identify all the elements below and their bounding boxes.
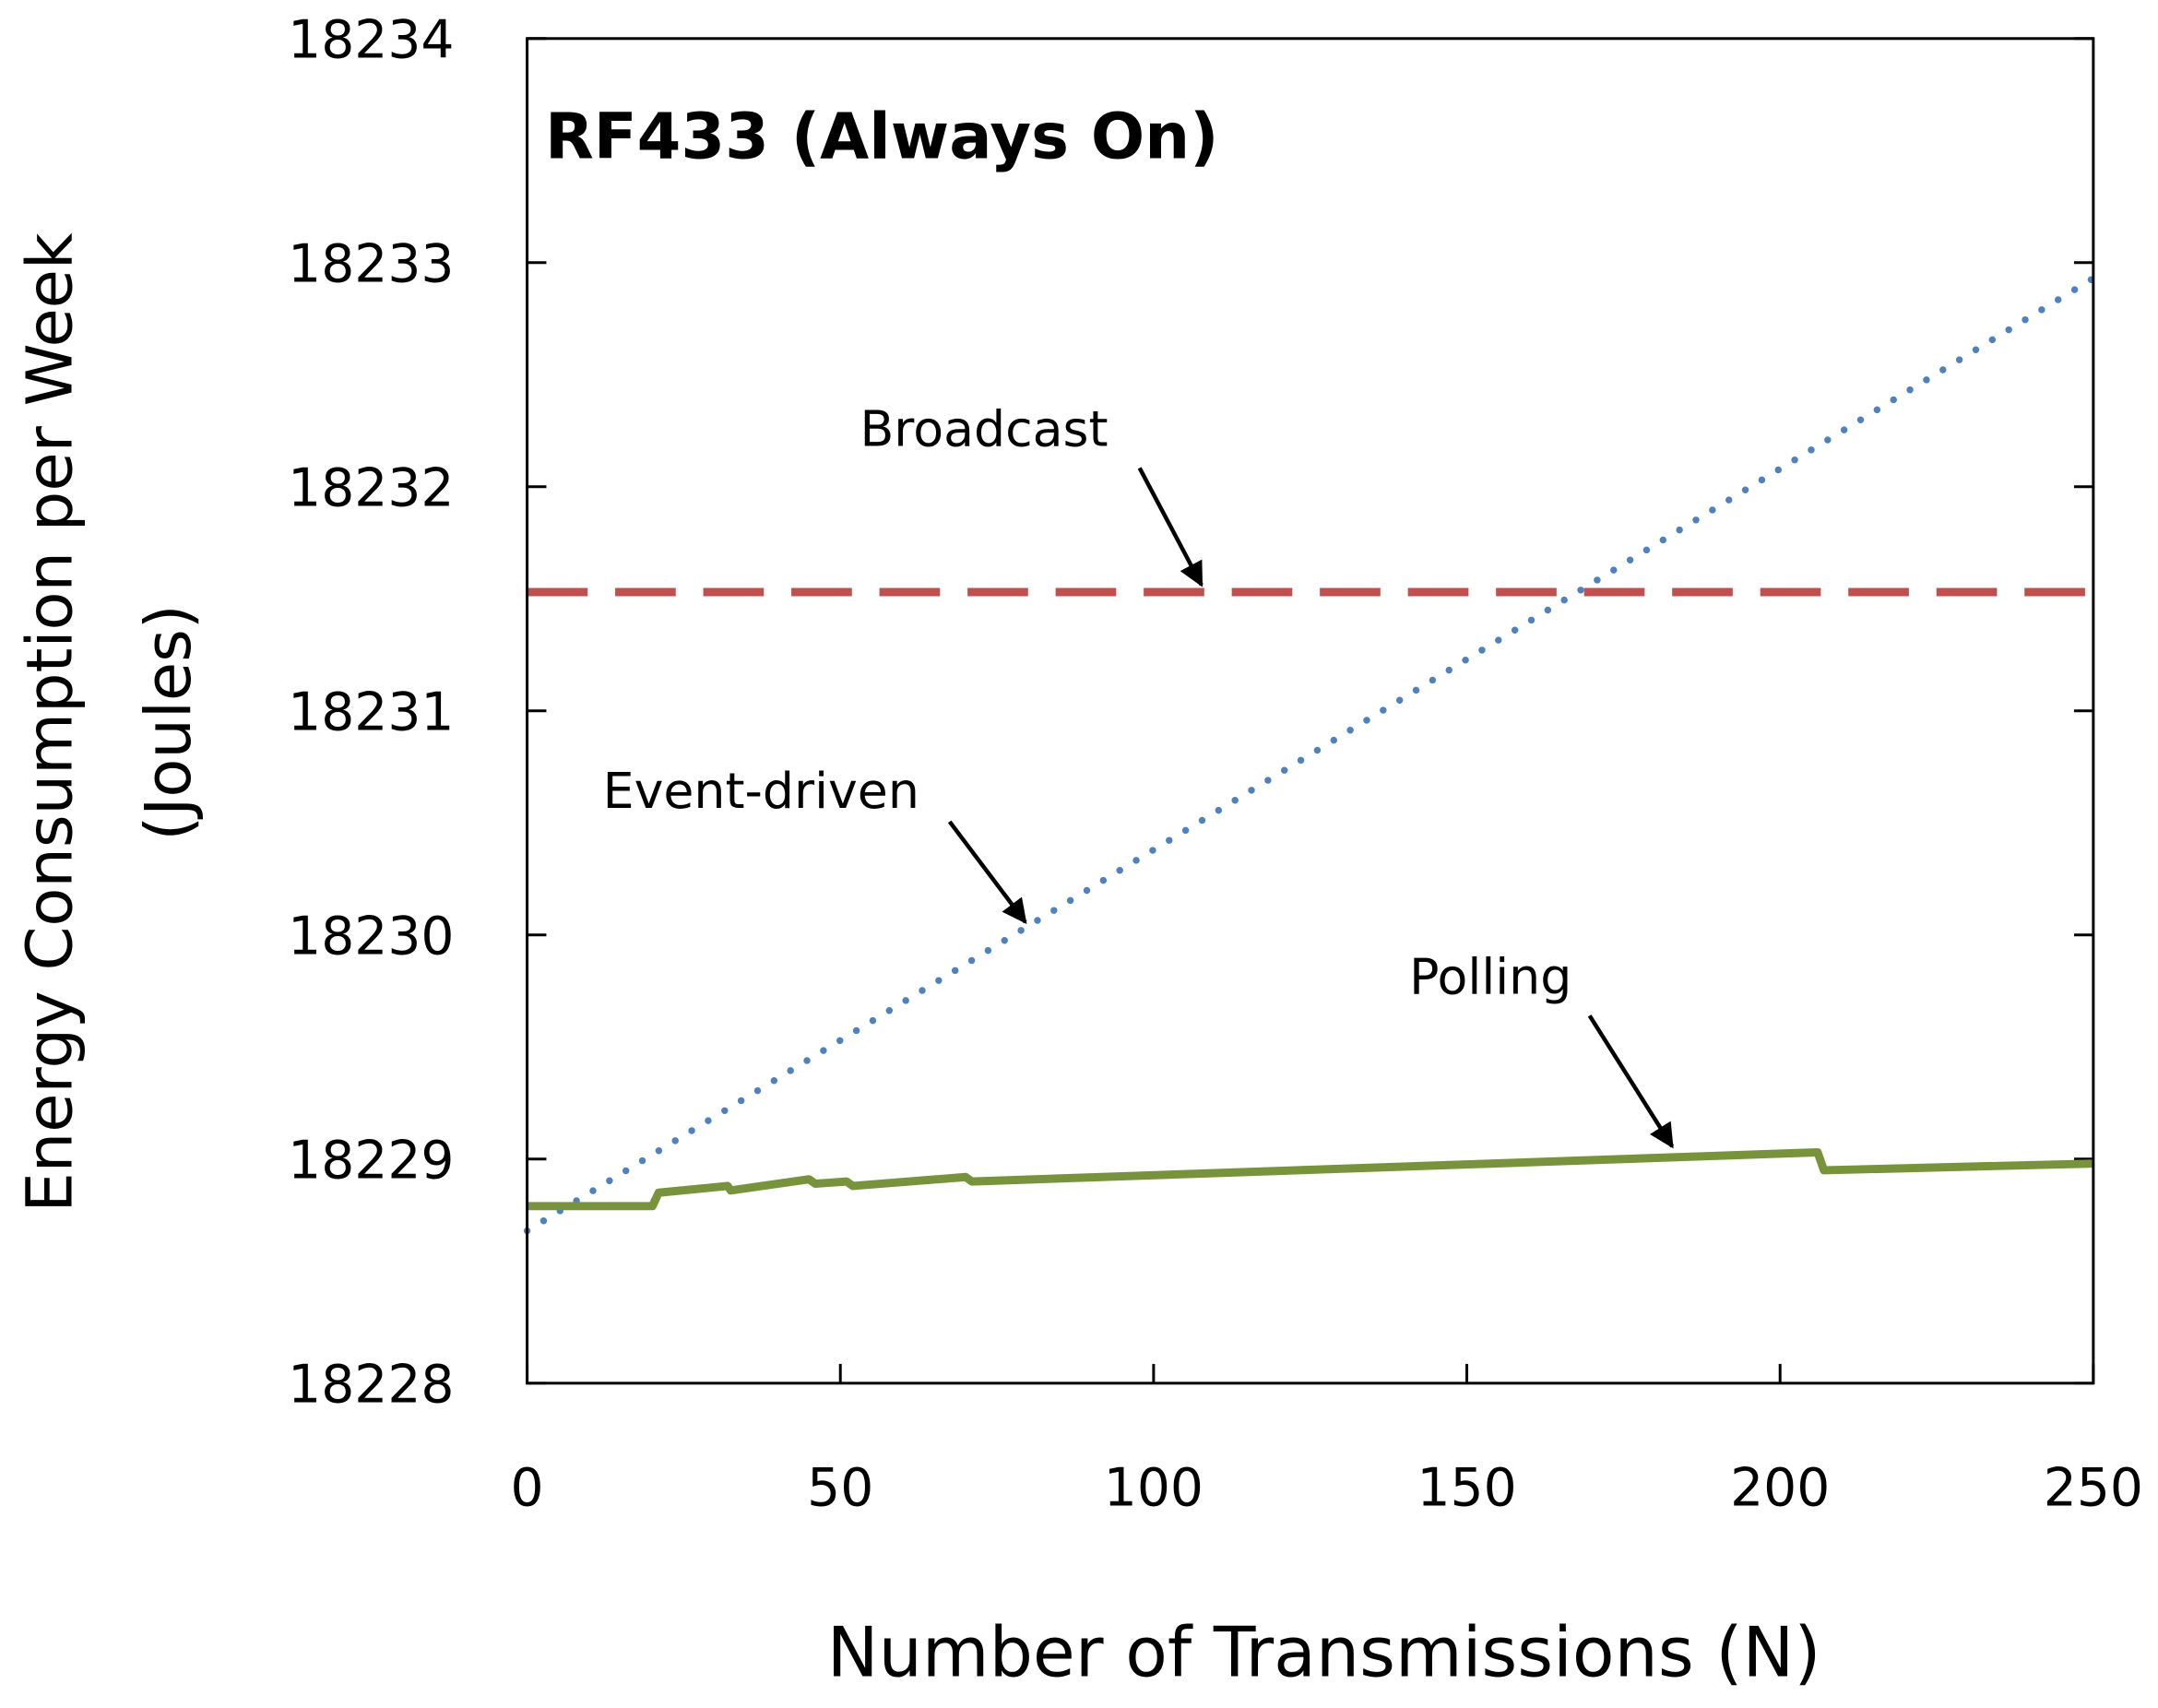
x-axis-label: Number of Transmissions (N): [827, 1613, 1821, 1693]
y-axis-label-line2: (Joules): [132, 604, 206, 840]
annotation-event-driven: Event-driven: [603, 762, 919, 820]
series-polling-line: [527, 1148, 2093, 1211]
y-tick-label: 18231: [288, 682, 454, 743]
y-tick-label: 18230: [288, 907, 454, 967]
series-event-driven-line: [523, 275, 2097, 1235]
plot-frame: [526, 37, 2095, 1385]
arrow-broadcast: [1137, 467, 1204, 587]
y-axis-label-line1: Energy Consumption per Week: [14, 232, 88, 1212]
x-tick-label: 150: [1417, 1458, 1516, 1519]
arrow-event-driven: [947, 820, 1027, 925]
y-tick-label: 18232: [288, 458, 454, 519]
annotation-broadcast: Broadcast: [860, 400, 1108, 458]
y-tick-label: 18233: [288, 234, 454, 295]
x-tick-label: 200: [1730, 1458, 1830, 1519]
x-tick-label: 100: [1104, 1458, 1204, 1519]
x-tick-label: 50: [807, 1458, 873, 1519]
arrow-polling: [1587, 1014, 1675, 1149]
y-tick-label: 18234: [288, 10, 454, 71]
y-tick-label: 18228: [288, 1355, 454, 1416]
x-tick-label: 250: [2044, 1458, 2143, 1519]
y-tick-label: 18229: [288, 1131, 454, 1192]
x-tick-label: 0: [511, 1458, 544, 1519]
chart-title: RF433 (Always On): [545, 101, 1218, 174]
annotation-polling: Polling: [1409, 947, 1571, 1005]
